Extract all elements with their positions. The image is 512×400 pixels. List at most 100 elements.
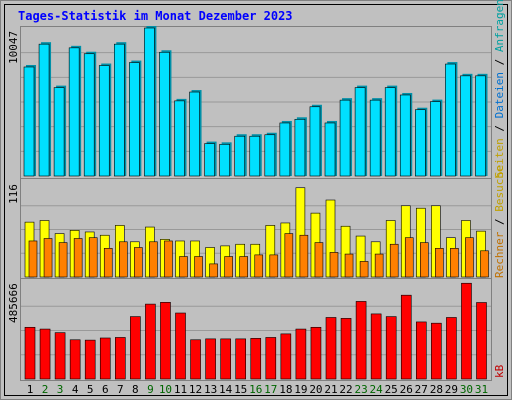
bar-anfragen-day-17 — [264, 134, 276, 177]
x-label-day-25: 25 — [385, 383, 398, 396]
x-label-day-31: 31 — [475, 383, 488, 396]
bar-kb-day-30 — [461, 282, 472, 380]
bar-anfragen-day-5 — [83, 53, 95, 177]
bar-rechner-day-17 — [269, 254, 279, 278]
bar-rechner-day-31 — [480, 250, 489, 278]
x-label-day-20: 20 — [309, 383, 322, 396]
bar-anfragen-day-14 — [219, 144, 230, 177]
bar-rechner-day-10 — [164, 240, 173, 278]
bar-rechner-day-7 — [119, 241, 128, 278]
x-label-day-12: 12 — [189, 383, 202, 396]
legend-besuche: Besuche — [493, 165, 506, 211]
bar-kb-day-18 — [280, 333, 292, 380]
bottom-panel-max-label: 485666 — [7, 283, 20, 323]
bar-kb-day-12 — [190, 339, 201, 380]
bar-rechner-day-28 — [435, 248, 444, 278]
bar-kb-day-9 — [145, 303, 156, 380]
panel-bottom-frame — [20, 278, 492, 381]
bar-rechner-day-24 — [374, 253, 384, 278]
bar-rechner-day-6 — [103, 248, 113, 278]
bar-rechner-day-13 — [209, 263, 218, 278]
x-label-day-6: 6 — [102, 383, 109, 396]
x-label-day-8: 8 — [132, 383, 139, 396]
bar-rechner-day-2 — [43, 238, 53, 278]
x-label-day-24: 24 — [370, 383, 384, 396]
bar-rechner-day-23 — [359, 261, 369, 278]
x-label-day-11: 11 — [174, 383, 187, 396]
top-panel-legend: Seiten / Dateien / Anfragen — [493, 0, 506, 178]
x-label-day-18: 18 — [279, 383, 292, 396]
bar-anfragen-day-4 — [68, 47, 80, 177]
bar-series — [23, 26, 489, 380]
middle-panel-legend: Rechner / Besuche — [493, 165, 506, 278]
bar-anfragen-day-28 — [430, 101, 441, 177]
bar-kb-day-8 — [130, 316, 141, 380]
bar-rechner-day-1 — [28, 240, 38, 278]
bar-anfragen-day-2 — [38, 43, 50, 177]
x-label-day-28: 28 — [430, 383, 443, 396]
bar-anfragen-day-18 — [279, 122, 291, 177]
bar-anfragen-day-23 — [354, 87, 366, 177]
bar-anfragen-day-31 — [475, 75, 486, 177]
bar-anfragen-day-19 — [294, 118, 306, 177]
bar-anfragen-day-22 — [339, 99, 351, 177]
bar-kb-day-2 — [39, 328, 51, 380]
bar-anfragen-day-26 — [399, 94, 411, 177]
middle-panel-max-label: 116 — [7, 184, 20, 204]
bar-kb-day-25 — [385, 316, 397, 380]
bar-kb-day-11 — [175, 312, 186, 380]
chart-inner-frame — [4, 4, 508, 396]
bar-kb-day-7 — [115, 337, 126, 380]
bar-kb-day-21 — [325, 317, 337, 380]
bar-rechner-day-30 — [465, 237, 474, 278]
x-label-day-15: 15 — [234, 383, 247, 396]
bar-rechner-day-12 — [194, 256, 203, 278]
bar-rechner-day-29 — [450, 248, 459, 278]
x-label-day-22: 22 — [339, 383, 352, 396]
bar-kb-day-19 — [295, 328, 307, 380]
bar-rechner-day-3 — [58, 242, 68, 278]
bar-anfragen-day-6 — [98, 65, 110, 177]
bottom-panel-legend: kB — [493, 364, 506, 378]
bar-anfragen-day-20 — [309, 106, 321, 177]
bar-rechner-day-21 — [329, 252, 339, 278]
bar-kb-day-4 — [69, 339, 81, 380]
legend-kb: kB — [493, 364, 506, 378]
bar-anfragen-day-1 — [23, 66, 35, 177]
bar-rechner-day-26 — [404, 237, 414, 278]
bar-anfragen-day-11 — [174, 100, 185, 177]
legend-seiten: Seiten — [493, 138, 506, 178]
bar-anfragen-day-13 — [204, 143, 215, 177]
bar-anfragen-day-21 — [324, 122, 336, 177]
bar-kb-day-5 — [84, 339, 96, 380]
bar-rechner-day-22 — [344, 253, 354, 278]
bar-anfragen-day-24 — [369, 99, 381, 177]
x-label-day-10: 10 — [159, 383, 172, 396]
bar-kb-day-13 — [205, 338, 216, 380]
bar-rechner-day-11 — [179, 256, 188, 278]
bar-rechner-day-18 — [284, 233, 294, 278]
x-label-day-29: 29 — [445, 383, 458, 396]
x-label-day-19: 19 — [294, 383, 307, 396]
bar-kb-day-15 — [235, 338, 246, 380]
bar-anfragen-day-7 — [114, 43, 125, 177]
bar-kb-day-6 — [99, 337, 111, 380]
bar-anfragen-day-16 — [249, 135, 261, 177]
bar-anfragen-day-30 — [460, 75, 471, 177]
bar-kb-day-23 — [355, 301, 367, 380]
x-label-day-30: 30 — [460, 383, 473, 396]
chart-title: Tages-Statistik im Monat Dezember 2023 — [18, 9, 293, 23]
x-label-day-14: 14 — [219, 383, 233, 396]
x-label-day-13: 13 — [204, 383, 217, 396]
x-label-day-5: 5 — [87, 383, 94, 396]
bar-rechner-day-8 — [134, 247, 143, 278]
bar-rechner-day-27 — [419, 242, 429, 278]
bar-anfragen-day-15 — [234, 135, 245, 177]
bar-kb-day-26 — [400, 294, 412, 380]
legend-rechner: Rechner — [493, 231, 506, 278]
bar-kb-day-24 — [370, 313, 382, 380]
bar-rechner-day-14 — [224, 256, 233, 278]
x-label-day-3: 3 — [57, 383, 64, 396]
x-label-day-16: 16 — [249, 383, 262, 396]
